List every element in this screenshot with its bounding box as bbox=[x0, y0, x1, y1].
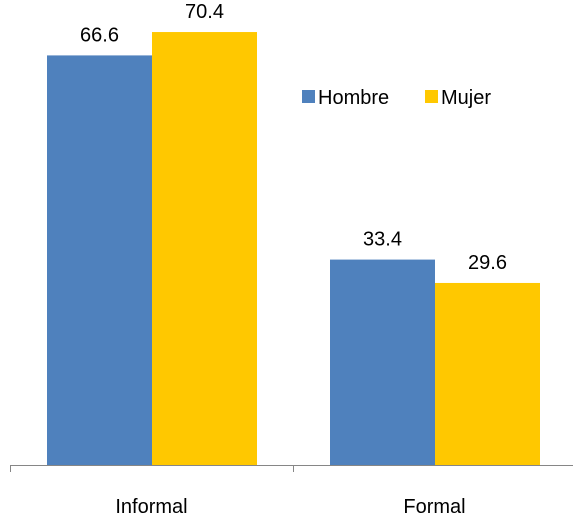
data-label-hombre-informal: 66.6 bbox=[80, 24, 119, 46]
bar-hombre-formal bbox=[330, 259, 435, 465]
x-tick-label-formal: Formal bbox=[403, 496, 465, 518]
data-labels-layer: 66.6 70.4 33.4 29.6 bbox=[80, 1, 507, 274]
legend-swatch-mujer bbox=[425, 90, 438, 103]
legend: Hombre Mujer bbox=[302, 87, 491, 109]
data-label-mujer-informal: 70.4 bbox=[185, 1, 224, 23]
data-label-hombre-formal: 33.4 bbox=[363, 229, 402, 251]
x-axis: Informal Formal bbox=[10, 465, 573, 518]
legend-label-mujer: Mujer bbox=[441, 87, 491, 109]
bar-mujer-informal bbox=[152, 32, 257, 465]
bar-hombre-informal bbox=[47, 55, 152, 465]
bars-layer bbox=[47, 32, 540, 465]
legend-swatch-hombre bbox=[302, 90, 315, 103]
x-tick-label-informal: Informal bbox=[115, 496, 187, 518]
legend-label-hombre: Hombre bbox=[318, 87, 389, 109]
bar-mujer-formal bbox=[435, 282, 540, 465]
data-label-mujer-formal: 29.6 bbox=[468, 252, 507, 274]
